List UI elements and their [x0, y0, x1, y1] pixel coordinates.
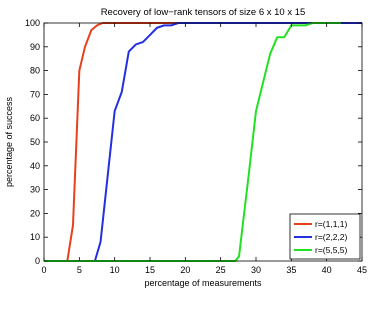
y-tick-label: 80 [30, 66, 40, 76]
y-tick-label: 70 [30, 89, 40, 99]
x-tick-label: 30 [251, 265, 261, 275]
x-tick-label: 40 [322, 265, 332, 275]
y-tick-label: 30 [30, 185, 40, 195]
legend: r=(1,1,1) r=(2,2,2) r=(5,5,5) [289, 213, 361, 260]
x-tick-label: 10 [110, 265, 120, 275]
y-tick-label: 50 [30, 137, 40, 147]
x-tick-label: 25 [216, 265, 226, 275]
y-tick-label: 100 [25, 18, 40, 28]
x-axis-label: percentage of measurements [144, 278, 262, 288]
x-tick-label: 20 [180, 265, 190, 275]
legend-label-1: r=(1,1,1) [315, 219, 348, 229]
legend-label-3: r=(5,5,5) [315, 245, 348, 255]
y-tick-label: 10 [30, 232, 40, 242]
x-tick-label: 5 [77, 265, 82, 275]
x-tick-label: 45 [357, 265, 367, 275]
y-tick-label: 90 [30, 42, 40, 52]
chart-title: Recovery of low−rank tensors of size 6 x… [101, 7, 306, 18]
series-line-3 [44, 22, 341, 262]
y-tick-label: 40 [30, 161, 40, 171]
series-line-2 [44, 22, 362, 262]
legend-label-2: r=(2,2,2) [315, 232, 348, 242]
x-tick-label: 0 [41, 265, 46, 275]
y-tick-label: 0 [35, 256, 40, 266]
ticks-layer: 0 5 10 15 20 25 30 35 40 45 0 10 20 30 40 50 60 70 80 90 100 [25, 18, 367, 275]
y-axis-label: percentage of success [4, 96, 14, 187]
y-tick-label: 60 [30, 113, 40, 123]
x-tick-label: 15 [145, 265, 155, 275]
y-tick-label: 20 [30, 208, 40, 218]
x-tick-label: 35 [286, 265, 296, 275]
